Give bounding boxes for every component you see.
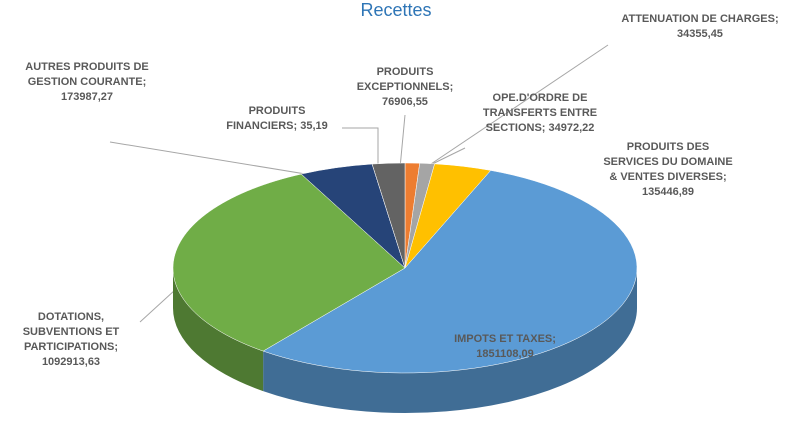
slice-side (173, 268, 264, 392)
category-label: ATTENUATION DE CHARGES; (621, 13, 779, 25)
chart-title: Recettes (360, 0, 432, 20)
pie-tops (172, 162, 638, 374)
category-label: PRODUITS FINANCIERS; (226, 105, 306, 132)
slice (262, 170, 638, 374)
pie-sides (173, 268, 637, 413)
slice (172, 173, 406, 352)
data-label: OPE.D'ORDRE DE TRANSFERTS ENTRE SECTIONS… (465, 91, 615, 136)
data-label: PRODUITS DES SERVICES DU DOMAINE & VENTE… (598, 140, 738, 200)
leader-lines (109, 44, 611, 323)
value-label: 76906,55 (382, 96, 428, 108)
category-label: PRODUITS EXCEPTIONNELS; (356, 66, 454, 93)
data-label: ATTENUATION DE CHARGES; 34355,45 (615, 12, 785, 42)
data-label: IMPOTS ET TAXES; 1851108,09 (430, 332, 580, 362)
category-label: PRODUITS DES SERVICES DU DOMAINE & VENTE… (603, 141, 733, 183)
value-label: 34355,45 (677, 28, 723, 40)
value-label: 135446,89 (642, 186, 694, 198)
data-label: PRODUITS FINANCIERS; 35,19 (212, 104, 342, 134)
leader (109, 141, 331, 179)
slice (371, 162, 406, 269)
value-label: 1092913,63 (41, 356, 101, 368)
leader (424, 44, 609, 169)
data-label: PRODUITS EXCEPTIONNELS; 76906,55 (335, 65, 475, 110)
category-label: OPE.D'ORDRE DE TRANSFERTS ENTRE SECTIONS… (482, 92, 598, 134)
category-label: AUTRES PRODUITS DE GESTION COURANTE; (25, 61, 149, 88)
slice-side (263, 268, 637, 413)
category-label: IMPOTS ET TAXES; (454, 333, 556, 345)
value-label: 34972,22 (548, 122, 595, 134)
value-label: 173987,27 (61, 91, 113, 103)
leader (139, 289, 176, 323)
category-label: DOTATIONS, SUBVENTIONS ET PARTICIPATIONS… (22, 311, 120, 353)
value-label: 35,19 (300, 120, 328, 132)
data-label: DOTATIONS, SUBVENTIONS ET PARTICIPATIONS… (0, 310, 142, 370)
data-label: AUTRES PRODUITS DE GESTION COURANTE; 173… (22, 60, 152, 105)
leader (342, 127, 379, 170)
leader (399, 114, 406, 169)
value-label: 1851108,09 (476, 348, 534, 360)
